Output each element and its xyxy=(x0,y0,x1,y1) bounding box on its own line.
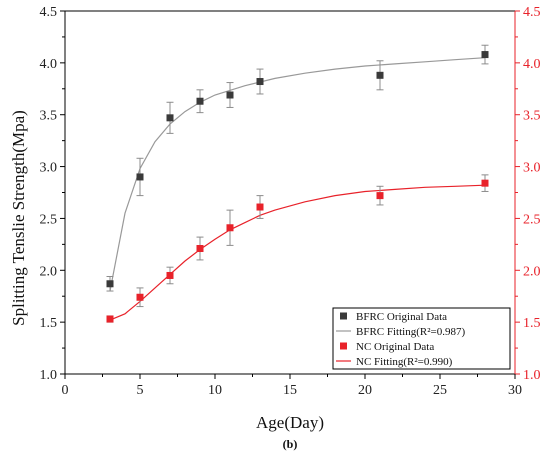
figure-caption: (b) xyxy=(283,437,298,451)
x-axis-label: Age(Day) xyxy=(256,413,324,432)
x-tick-label: 10 xyxy=(208,383,222,398)
y-tick-label-right: 1.0 xyxy=(523,368,541,383)
y-tick-label-right: 3.5 xyxy=(523,109,541,124)
x-tick-label: 25 xyxy=(433,383,447,398)
y-tick-label-left: 1.0 xyxy=(40,368,58,383)
y-tick-label-left: 4.5 xyxy=(40,5,58,20)
y-axis-label: Splitting Tenslie Strength(Mpa) xyxy=(9,110,28,326)
legend-label: BFRC Fitting(R²=0.987) xyxy=(356,326,465,338)
y-tick-label-right: 3.0 xyxy=(523,161,541,176)
x-tick-label: 5 xyxy=(137,383,144,398)
data-point xyxy=(376,192,384,200)
data-point xyxy=(376,71,384,79)
legend-box xyxy=(332,307,511,370)
data-point xyxy=(136,293,144,301)
legend-label: NC Fitting(R²=0.990) xyxy=(356,356,453,368)
fit-curves xyxy=(109,57,486,321)
y-tick-label-left: 2.5 xyxy=(40,212,58,227)
legend: BFRC Original Data BFRC Fitting(R²=0.987)… xyxy=(332,307,511,370)
legend-label: BFRC Original Data xyxy=(356,311,447,323)
data-point xyxy=(106,280,114,288)
y-tick-label-left: 2.0 xyxy=(40,264,58,279)
data-point xyxy=(196,97,204,105)
data-point xyxy=(136,173,144,181)
x-tick-label: 30 xyxy=(508,383,522,398)
data-point xyxy=(256,203,264,211)
legend-label: NC Original Data xyxy=(356,341,434,353)
axis-ticks: 1.0 1.0 1.5 1.5 2.0 2.0 2.5 2.5 3.0 3.0 3.5 3.5 4.0 4… xyxy=(40,5,541,398)
data-point xyxy=(481,51,489,59)
legend-marker xyxy=(340,312,347,320)
y-tick-label-left: 4.0 xyxy=(40,57,58,72)
data-point xyxy=(256,78,264,86)
x-tick-label: 15 xyxy=(283,383,297,398)
data-point xyxy=(196,245,204,253)
x-tick-label: 0 xyxy=(62,383,69,398)
y-tick-label-right: 2.0 xyxy=(523,264,541,279)
data-point xyxy=(226,91,234,99)
y-tick-label-left: 1.5 xyxy=(40,316,58,331)
fit-curve xyxy=(109,184,486,321)
data-point xyxy=(226,224,234,232)
x-tick-label: 20 xyxy=(358,383,372,398)
y-tick-label-right: 4.5 xyxy=(523,5,541,20)
y-tick-label-left: 3.0 xyxy=(40,161,58,176)
data-markers xyxy=(106,44,489,323)
legend-marker xyxy=(340,342,347,350)
data-point xyxy=(481,179,489,187)
y-tick-label-right: 4.0 xyxy=(523,57,541,72)
y-tick-label-left: 3.5 xyxy=(40,109,58,124)
y-tick-label-right: 1.5 xyxy=(523,316,541,331)
data-point xyxy=(166,114,174,122)
fit-curve xyxy=(109,57,486,292)
y-tick-label-right: 2.5 xyxy=(523,212,541,227)
data-point xyxy=(166,271,174,279)
data-point xyxy=(106,315,114,323)
